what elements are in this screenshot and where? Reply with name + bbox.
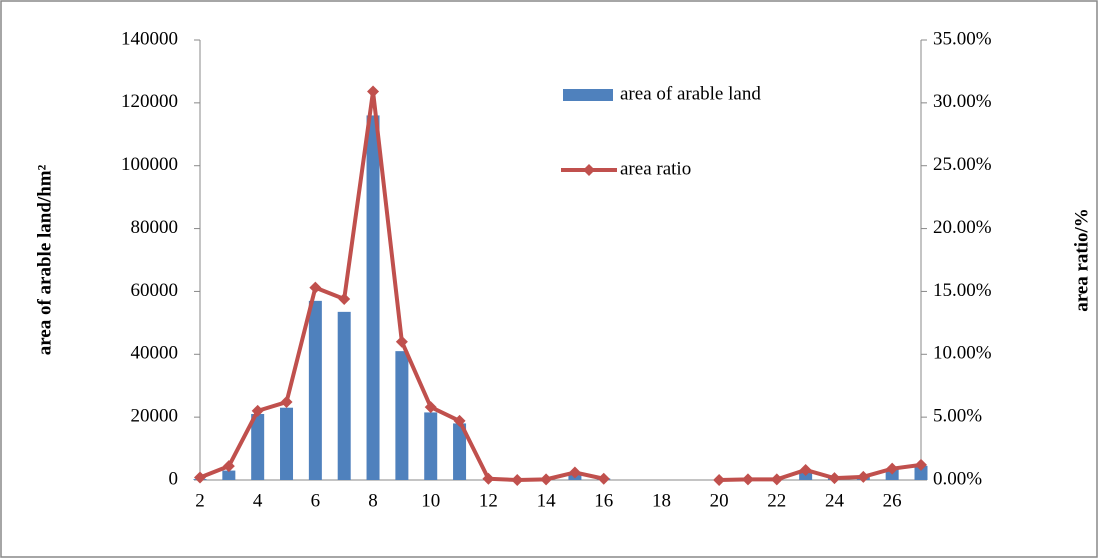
y2-tick-label: 20.00% bbox=[933, 217, 992, 238]
marker bbox=[540, 473, 553, 486]
x-tick-label: 4 bbox=[253, 490, 263, 511]
marker bbox=[194, 471, 206, 484]
x-tick-label: 10 bbox=[421, 490, 440, 511]
legend-marker bbox=[583, 164, 595, 176]
x-tick-label: 16 bbox=[594, 490, 613, 511]
marker bbox=[338, 292, 351, 305]
y2-axis-title: area ratio/% bbox=[1071, 208, 1092, 312]
bar bbox=[453, 423, 467, 480]
marker bbox=[222, 460, 235, 473]
y2-tick-label: 35.00% bbox=[933, 28, 992, 49]
marker bbox=[424, 401, 437, 414]
x-tick-label: 22 bbox=[767, 490, 786, 511]
legend-swatch bbox=[563, 89, 613, 101]
y2-tick-label: 25.00% bbox=[933, 154, 992, 175]
x-tick-label: 26 bbox=[883, 490, 902, 511]
x-tick-label: 12 bbox=[479, 490, 498, 511]
marker bbox=[770, 473, 783, 486]
y-axis-title: area of arable land/hm² bbox=[34, 164, 55, 355]
y-tick-label: 120000 bbox=[121, 91, 178, 112]
y-tick-label: 60000 bbox=[131, 280, 179, 301]
bar bbox=[337, 311, 351, 480]
legend-label: area of arable land bbox=[620, 83, 761, 104]
legend-label: area ratio bbox=[620, 158, 691, 179]
marker bbox=[482, 472, 495, 485]
y-tick-label: 40000 bbox=[131, 343, 179, 364]
bar bbox=[251, 414, 265, 480]
x-tick-label: 18 bbox=[652, 490, 671, 511]
y-tick-label: 0 bbox=[169, 468, 179, 489]
bar bbox=[395, 351, 409, 480]
y-tick-label: 100000 bbox=[121, 154, 178, 175]
y-tick-label: 140000 bbox=[121, 28, 178, 49]
marker bbox=[713, 474, 726, 486]
bar bbox=[222, 470, 236, 480]
x-tick-label: 8 bbox=[368, 490, 378, 511]
marker bbox=[511, 474, 524, 486]
bar bbox=[308, 300, 322, 480]
marker bbox=[828, 472, 841, 485]
marker bbox=[251, 404, 264, 417]
y-tick-label: 80000 bbox=[131, 217, 179, 238]
marker bbox=[741, 473, 754, 486]
bar bbox=[280, 407, 294, 480]
bar bbox=[914, 465, 928, 480]
marker bbox=[568, 466, 581, 479]
x-tick-label: 24 bbox=[825, 490, 845, 511]
y2-tick-label: 5.00% bbox=[933, 406, 982, 427]
y2-tick-label: 30.00% bbox=[933, 91, 992, 112]
marker bbox=[886, 462, 899, 475]
x-tick-label: 20 bbox=[710, 490, 729, 511]
marker bbox=[597, 472, 610, 485]
marker bbox=[309, 281, 322, 294]
marker bbox=[395, 335, 408, 348]
x-tick-label: 2 bbox=[195, 490, 205, 511]
marker bbox=[453, 414, 466, 427]
y2-tick-label: 15.00% bbox=[933, 280, 992, 301]
y2-tick-label: 0.00% bbox=[933, 468, 982, 489]
bar bbox=[424, 412, 438, 480]
x-tick-label: 14 bbox=[537, 490, 557, 511]
y-tick-label: 20000 bbox=[131, 406, 179, 427]
marker bbox=[280, 396, 293, 409]
bar bbox=[366, 115, 380, 480]
marker bbox=[915, 458, 927, 471]
marker bbox=[857, 470, 870, 483]
marker bbox=[367, 85, 380, 98]
marker bbox=[799, 463, 812, 476]
x-tick-label: 6 bbox=[311, 490, 321, 511]
y2-tick-label: 10.00% bbox=[933, 343, 992, 364]
